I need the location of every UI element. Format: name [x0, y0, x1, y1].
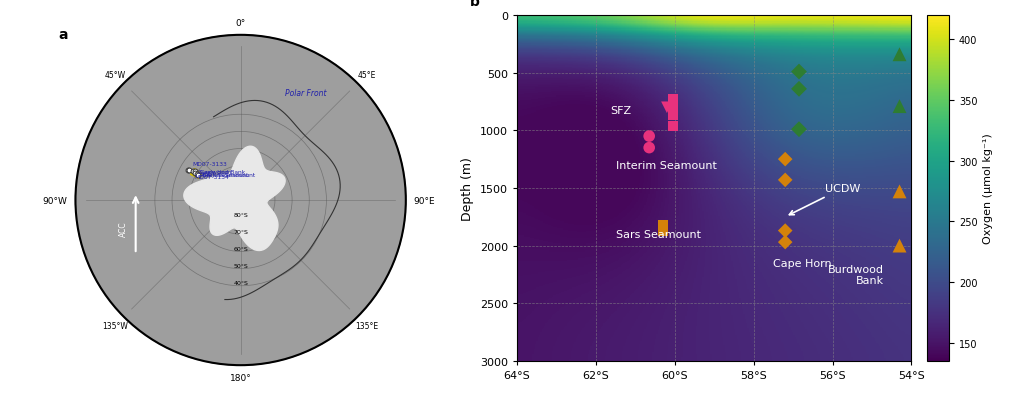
Point [791, 127, 807, 133]
Point [641, 134, 657, 140]
Text: Interim Seamount: Interim Seamount [615, 160, 717, 170]
Text: b: b [470, 0, 479, 9]
Point [641, 145, 657, 152]
Point [777, 177, 794, 184]
Point [654, 222, 671, 229]
Point [777, 156, 794, 163]
Text: Sars Seamount: Sars Seamount [615, 229, 700, 239]
Point [665, 113, 681, 119]
Text: Sars Seamount: Sars Seamount [203, 173, 249, 178]
Text: MD07-3134: MD07-3134 [194, 175, 228, 180]
Text: 180°: 180° [229, 373, 252, 382]
Text: Polar Front: Polar Front [285, 88, 327, 97]
Point [777, 228, 794, 234]
Point [777, 239, 794, 246]
Point [654, 228, 671, 234]
Text: 40°S: 40°S [233, 280, 248, 286]
Text: Cape Horn: Cape Horn [773, 258, 833, 268]
Text: 80°S: 80°S [233, 212, 248, 217]
Point [791, 69, 807, 75]
Point [891, 52, 907, 58]
Text: SFZ: SFZ [610, 105, 632, 115]
Point [891, 103, 907, 110]
Polygon shape [184, 147, 285, 251]
Text: Burdwood
Bank: Burdwood Bank [827, 264, 884, 286]
Point [665, 123, 681, 130]
Point [665, 106, 681, 112]
Text: 135°W: 135°W [102, 322, 128, 330]
Text: ACC: ACC [119, 221, 128, 236]
Text: 70°S: 70°S [233, 229, 248, 234]
Text: 50°S: 50°S [233, 263, 248, 268]
Text: 45°W: 45°W [104, 71, 125, 79]
Text: SFZ: SFZ [200, 172, 211, 176]
Text: 0°: 0° [236, 19, 246, 28]
Text: MD07-3133: MD07-3133 [193, 161, 227, 166]
Text: a: a [58, 28, 68, 42]
Point [891, 243, 907, 249]
Text: 90°E: 90°E [414, 196, 435, 205]
Point [665, 97, 681, 103]
Text: 135°E: 135°E [355, 322, 378, 330]
Text: Interim Seamount: Interim Seamount [202, 172, 256, 178]
Text: Cape Horn: Cape Horn [200, 169, 231, 174]
Text: 60°S: 60°S [233, 246, 248, 251]
Text: Burdwood Bank: Burdwood Bank [198, 169, 246, 174]
Y-axis label: Depth (m): Depth (m) [462, 157, 474, 220]
Point [658, 105, 675, 111]
Text: 90°W: 90°W [43, 196, 68, 205]
Circle shape [76, 36, 406, 365]
Point [791, 86, 807, 93]
Y-axis label: Oxygen (µmol kg⁻¹): Oxygen (µmol kg⁻¹) [983, 133, 993, 244]
Point [891, 189, 907, 195]
Text: 45°E: 45°E [357, 71, 376, 79]
Text: UCDW: UCDW [790, 184, 860, 215]
